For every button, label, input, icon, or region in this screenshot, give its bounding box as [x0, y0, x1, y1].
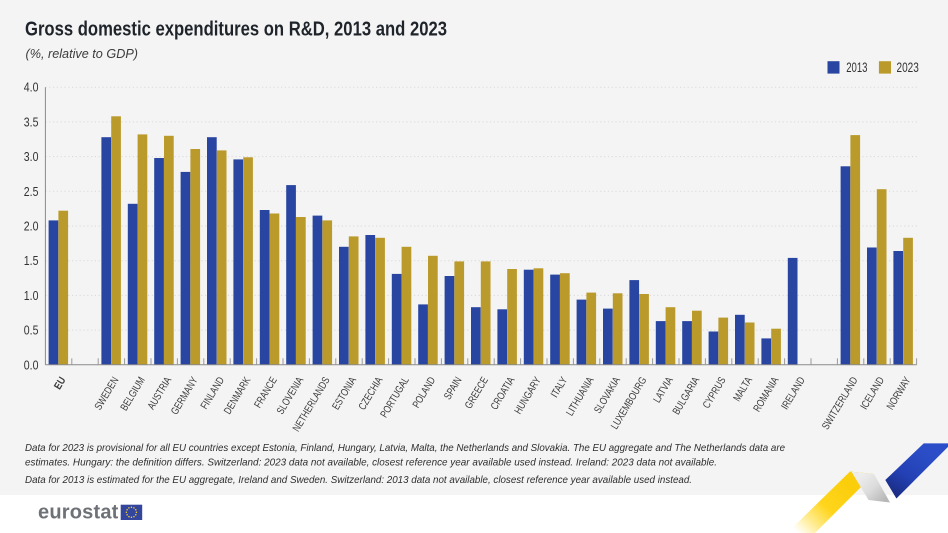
svg-text:(%, relative to GDP): (%, relative to GDP)	[26, 46, 139, 61]
svg-text:Gross domestic expenditures on: Gross domestic expenditures on R&D, 2013…	[25, 18, 447, 41]
svg-text:3.0: 3.0	[24, 150, 39, 164]
svg-text:2.0: 2.0	[24, 220, 39, 234]
svg-text:0.0: 0.0	[24, 358, 39, 372]
svg-text:Data for 2013 is estimated for: Data for 2013 is estimated for the EU ag…	[25, 474, 692, 486]
svg-text:3.5: 3.5	[24, 115, 39, 129]
svg-text:EU: EU	[52, 375, 69, 392]
svg-text:Data for 2023 is provisional f: Data for 2023 is provisional for all EU …	[25, 442, 785, 454]
svg-text:estimates. Hungary: the defini: estimates. Hungary: the definition diffe…	[25, 457, 717, 469]
svg-text:2013: 2013	[846, 59, 867, 75]
svg-text:2023: 2023	[897, 59, 919, 75]
svg-text:0.5: 0.5	[24, 324, 39, 338]
svg-text:1.5: 1.5	[24, 254, 39, 268]
svg-text:2.5: 2.5	[24, 185, 39, 199]
svg-text:eurostat: eurostat	[38, 502, 119, 524]
svg-text:4.0: 4.0	[24, 81, 39, 95]
svg-text:1.0: 1.0	[24, 289, 39, 303]
